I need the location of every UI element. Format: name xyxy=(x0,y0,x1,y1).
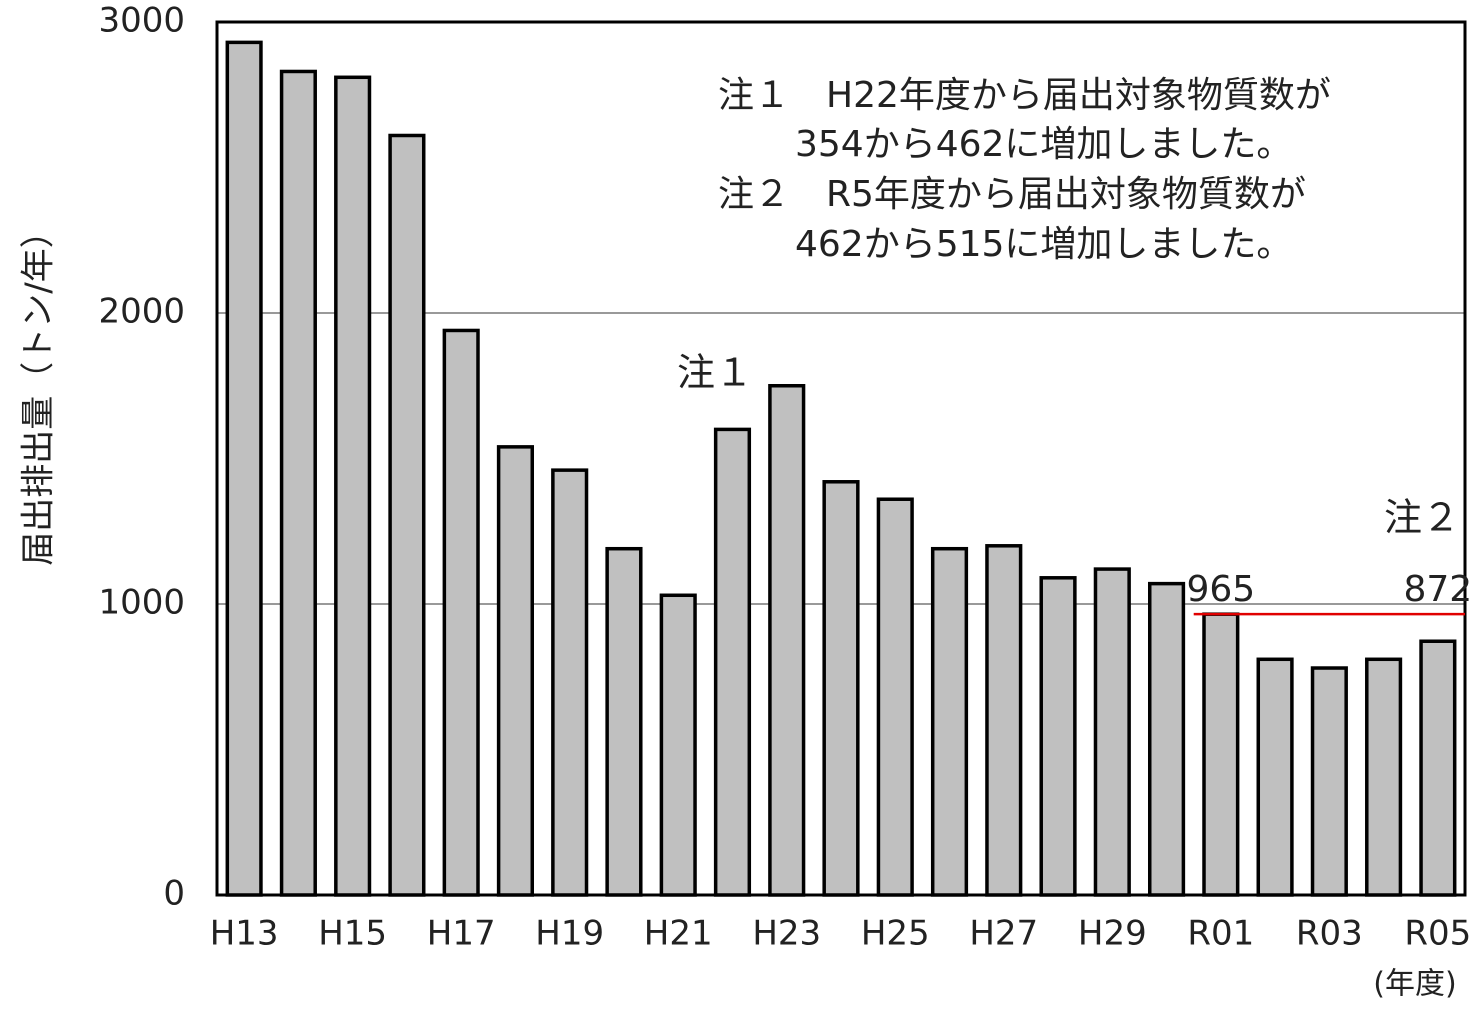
y-tick-label: 2000 xyxy=(98,292,185,332)
x-tick-label: H23 xyxy=(752,914,821,954)
bar xyxy=(605,546,643,897)
x-tick-label: H13 xyxy=(210,914,279,954)
bar xyxy=(1419,639,1457,897)
x-tick-label: H29 xyxy=(1078,914,1147,954)
x-axis-title: (年度) xyxy=(1373,967,1456,1002)
bar xyxy=(1147,581,1186,897)
bar xyxy=(985,544,1023,897)
bar xyxy=(496,445,535,897)
note: 462から515に増加しました。 xyxy=(795,224,1292,265)
value-label: 965 xyxy=(1186,569,1255,610)
bar xyxy=(822,480,860,897)
bar xyxy=(930,546,969,897)
x-tick-label: H25 xyxy=(861,914,930,954)
bar xyxy=(1093,567,1131,897)
y-tick-label: 0 xyxy=(163,874,185,914)
y-axis-title: 届出排出量（トン/年） xyxy=(19,214,59,565)
note: 354から462に増加しました。 xyxy=(795,124,1292,165)
x-tick-label: H17 xyxy=(427,914,496,954)
bar xyxy=(388,133,426,897)
x-tick-label: R03 xyxy=(1296,914,1363,954)
note: 注２ R5年度から届出対象物質数が xyxy=(718,174,1306,215)
x-tick-label: H19 xyxy=(535,914,604,954)
bar xyxy=(1310,666,1348,897)
bar xyxy=(1256,657,1294,897)
note: 注１ H22年度から届出対象物質数が xyxy=(718,75,1331,116)
bar xyxy=(551,468,589,897)
bar xyxy=(279,69,317,897)
bar xyxy=(659,593,697,897)
bar xyxy=(768,384,806,897)
y-tick-label: 1000 xyxy=(98,583,185,623)
note-marker: 注１ xyxy=(677,351,753,395)
x-tick-label: R05 xyxy=(1404,914,1471,954)
bar xyxy=(1202,612,1240,897)
note-marker: 注２ xyxy=(1384,496,1460,540)
bar xyxy=(876,497,914,897)
bar xyxy=(225,40,263,897)
x-tick-label: H15 xyxy=(318,914,387,954)
bar xyxy=(1365,657,1403,897)
bar xyxy=(713,427,752,897)
x-tick-label: R01 xyxy=(1187,914,1254,954)
bar xyxy=(1039,576,1077,897)
x-tick-label: H27 xyxy=(969,914,1038,954)
bar xyxy=(334,75,372,897)
x-tick-label: H21 xyxy=(644,914,713,954)
value-label: 872 xyxy=(1404,569,1473,610)
y-tick-label: 3000 xyxy=(98,1,185,41)
bar xyxy=(442,328,480,897)
